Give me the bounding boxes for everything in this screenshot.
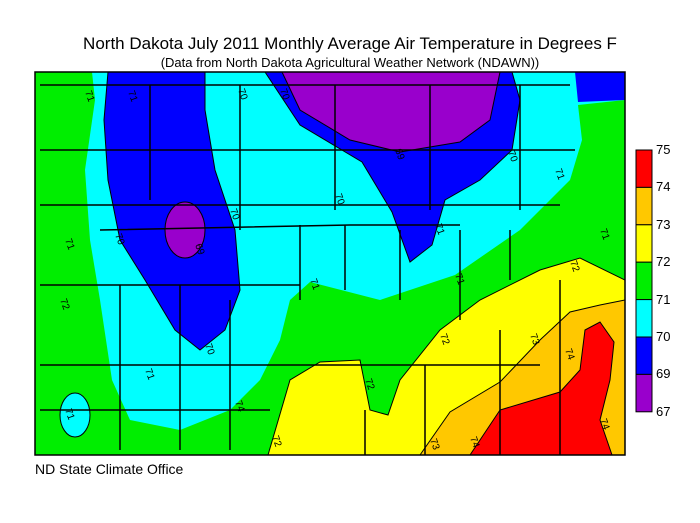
contour-label: 72	[362, 377, 376, 392]
legend-swatch	[635, 224, 653, 263]
map-title: North Dakota July 2011 Monthly Average A…	[83, 34, 617, 53]
contour-label: 69	[192, 242, 206, 257]
contour-label: 70	[202, 342, 216, 357]
contour-label: 70	[332, 192, 346, 207]
zone-70-71-island	[59, 392, 91, 438]
legend-label: 70	[656, 329, 671, 344]
contour-label: 71	[597, 227, 611, 242]
contour-label: 74	[232, 399, 246, 414]
contour-label: 71	[307, 277, 321, 292]
contour-label: 72	[57, 297, 71, 312]
contour-labels: 71 71 70 70 69 70 71 71 70 70 69 70 71 71 72 72 71 72 73 74…	[57, 87, 611, 452]
legend-label: 73	[656, 216, 671, 232]
county-lines	[34, 71, 626, 456]
zone-top-right-blue	[575, 72, 625, 102]
legend-swatch	[635, 261, 653, 301]
contour-label: 71	[62, 407, 76, 422]
legend-label: 74	[656, 179, 671, 195]
legend-label: 69	[656, 366, 671, 382]
contour-label: 71	[82, 89, 96, 104]
legend-swatch	[635, 299, 653, 338]
contour-label: 70	[112, 232, 126, 247]
legend-swatch	[635, 336, 653, 375]
contour-label: 71	[452, 272, 466, 287]
contour-label: 72	[269, 434, 283, 449]
contour-label: 71	[142, 367, 156, 382]
contour-label: 70	[277, 87, 291, 102]
contour-label: 72	[567, 259, 581, 274]
zone-74-75	[469, 321, 615, 456]
contour-label: 71	[432, 222, 446, 237]
legend-swatch	[635, 149, 653, 188]
contour-label: 69	[392, 147, 406, 162]
contour-label: 71	[62, 237, 76, 252]
map-subtitle: (Data from North Dakota Agricultural Wea…	[160, 55, 540, 70]
contour-label: 70	[227, 207, 241, 222]
contour-label: 71	[552, 167, 566, 182]
contour-label: 71	[125, 89, 139, 104]
legend-label: 71	[656, 291, 671, 307]
contour-label: 72	[437, 332, 451, 347]
contour-label: 74	[597, 417, 611, 432]
contour-label: 74	[562, 347, 576, 362]
legend-label: 75	[656, 142, 671, 157]
contour-label: 70	[505, 149, 519, 164]
legend	[635, 149, 653, 413]
legend-swatch	[635, 373, 653, 413]
contour-label: 74	[467, 435, 481, 450]
contour-label: 73	[527, 332, 541, 347]
zone-67-69-west	[164, 201, 206, 259]
contour-label: 73	[427, 437, 441, 452]
footer-credit: ND State Climate Office	[35, 461, 184, 477]
contour-label: 70	[235, 87, 249, 102]
legend-swatch	[635, 186, 653, 226]
legend-label: 72	[656, 254, 671, 270]
legend-label: 67	[656, 403, 671, 419]
